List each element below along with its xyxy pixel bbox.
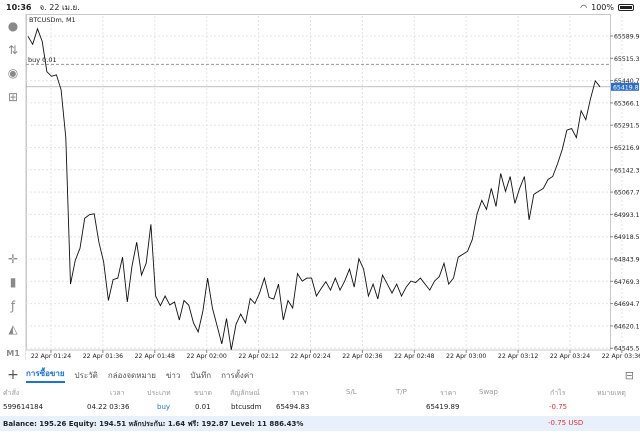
chart-type-icon[interactable]: ▮ <box>9 275 17 289</box>
row-current-price: 65419.89 <box>426 403 460 411</box>
price-label: 64694.70 <box>614 301 640 308</box>
price-label: 64545.50 <box>614 346 640 353</box>
status-time: 10:36 <box>6 2 32 12</box>
tab-mailbox[interactable]: กล่องจดหมาย <box>107 370 156 380</box>
row-time: 04.22 03:36 <box>87 403 130 411</box>
price-label: 65366.10 <box>614 100 640 107</box>
col-price: ราคา <box>292 389 309 397</box>
price-chart[interactable]: 65589.90 65515.30 65440.70 65366.10 65291.50… <box>26 14 640 360</box>
chart-canvas[interactable]: 65589.90 65515.30 65440.70 65366.10 65291.50… <box>26 14 640 360</box>
plot-border <box>26 14 611 351</box>
tab-trade[interactable]: การซื้อขาย <box>26 367 65 383</box>
status-date: จ. 22 เม.ย. <box>39 2 80 12</box>
price-label: 65142.30 <box>614 167 640 174</box>
tab-news[interactable]: ข่าว <box>165 370 181 380</box>
wifi-icon: ◠ <box>580 2 588 12</box>
col-comment: หมายเหตุ <box>597 389 626 397</box>
price-label: 65440.70 <box>614 78 640 85</box>
col-time: เวลา <box>110 389 125 397</box>
col-sl: S/L <box>346 388 357 396</box>
price-label: 65067.70 <box>614 190 640 197</box>
time-label: 22 Apr 02:12 <box>238 353 278 360</box>
price-label: 65291.50 <box>614 123 640 130</box>
time-label: 22 Apr 02:36 <box>342 353 382 360</box>
layout-icon[interactable]: ⊟ <box>624 368 634 382</box>
price-label: 65515.30 <box>614 56 640 63</box>
terminal-tabs: + การซื้อขาย ประวัติ กล่องจดหมาย ข่าว บั… <box>0 365 640 385</box>
col-symbol: สัญลักษณ์ <box>230 389 260 397</box>
row-ticket: 599614184 <box>3 403 44 411</box>
col-current-price: ราคา <box>440 389 457 397</box>
time-label: 22 Apr 03:12 <box>498 353 538 360</box>
time-label: 22 Apr 02:24 <box>290 353 330 360</box>
status-bar: 10:36 จ. 22 เม.ย. ◠ 100% <box>0 0 640 14</box>
row-symbol: btcusdm <box>231 403 262 411</box>
account-icon[interactable]: ● <box>7 19 19 33</box>
price-label: 64993.10 <box>614 212 640 219</box>
table-header: คำสั่ง เวลา ประเภท ขนาด สัญลักษณ์ ราคา S… <box>0 386 640 400</box>
trade-icon[interactable]: ⇅ <box>7 43 19 57</box>
new-order-icon[interactable]: ⊞ <box>7 90 19 104</box>
current-price-tag <box>611 82 639 91</box>
status-right: ◠ 100% <box>580 3 634 12</box>
battery-icon <box>618 3 634 11</box>
current-price-label: 65419.89 <box>613 84 640 91</box>
col-profit: กำไร <box>550 389 566 397</box>
price-label: 65216.90 <box>614 145 640 152</box>
crosshair-icon[interactable]: ✛ <box>7 252 19 266</box>
balance-summary: Balance: 195.26 Equity: 194.51 หลักประกั… <box>3 420 304 428</box>
time-label: 22 Apr 01:36 <box>83 353 123 360</box>
add-icon[interactable]: + <box>7 367 19 383</box>
battery-percent: 100% <box>591 2 614 12</box>
tab-journal[interactable]: บันทึก <box>190 370 212 380</box>
objects-icon[interactable]: ◭ <box>8 322 18 336</box>
table-row[interactable]: 599614184 04.22 03:36 buy 0.01 btcusdm 6… <box>0 401 640 415</box>
price-line <box>27 27 601 350</box>
time-label: 22 Apr 01:24 <box>31 353 71 360</box>
indicators-icon[interactable]: ƒ <box>10 299 16 313</box>
col-ticket: คำสั่ง <box>3 389 20 397</box>
floating-loss: -0.75 USD <box>548 419 584 427</box>
row-profit: -0.75 <box>549 403 568 411</box>
row-type: buy <box>157 403 171 411</box>
tab-settings[interactable]: การตั้งค่า <box>221 370 254 380</box>
time-label: 22 Apr 02:48 <box>394 353 434 360</box>
col-size: ขนาด <box>194 389 213 397</box>
time-label: 22 Apr 03:24 <box>550 353 590 360</box>
price-label: 64769.30 <box>614 279 640 286</box>
chat-icon[interactable]: ◉ <box>7 66 19 80</box>
balance-bar: Balance: 195.26 Equity: 194.51 หลักประกั… <box>0 416 640 431</box>
time-label: 22 Apr 01:48 <box>135 353 175 360</box>
price-label: 65589.90 <box>614 34 640 41</box>
timeframe-button[interactable]: M1 <box>6 348 20 358</box>
time-label: 22 Apr 02:00 <box>187 353 227 360</box>
row-size: 0.01 <box>195 403 211 411</box>
chart-title: BTCUSDm, M1 <box>29 16 76 24</box>
order-line-label: buy 0.01 <box>28 56 57 64</box>
price-label: 64620.10 <box>614 323 640 330</box>
row-price: 65494.83 <box>276 403 310 411</box>
col-type: ประเภท <box>147 389 171 397</box>
col-swap: Swap <box>479 388 498 396</box>
left-toolbar: ● ⇅ ◉ ⊞ ✛ ▮ ƒ ◭ M1 <box>0 14 26 360</box>
bottom-spacer <box>0 431 640 447</box>
price-label: 64843.90 <box>614 257 640 264</box>
time-label: 22 Apr 03:00 <box>446 353 486 360</box>
tab-history[interactable]: ประวัติ <box>74 370 98 380</box>
price-label: 64918.50 <box>614 234 640 241</box>
col-tp: T/P <box>396 388 407 396</box>
time-label: 22 Apr 03:36 <box>602 353 640 360</box>
